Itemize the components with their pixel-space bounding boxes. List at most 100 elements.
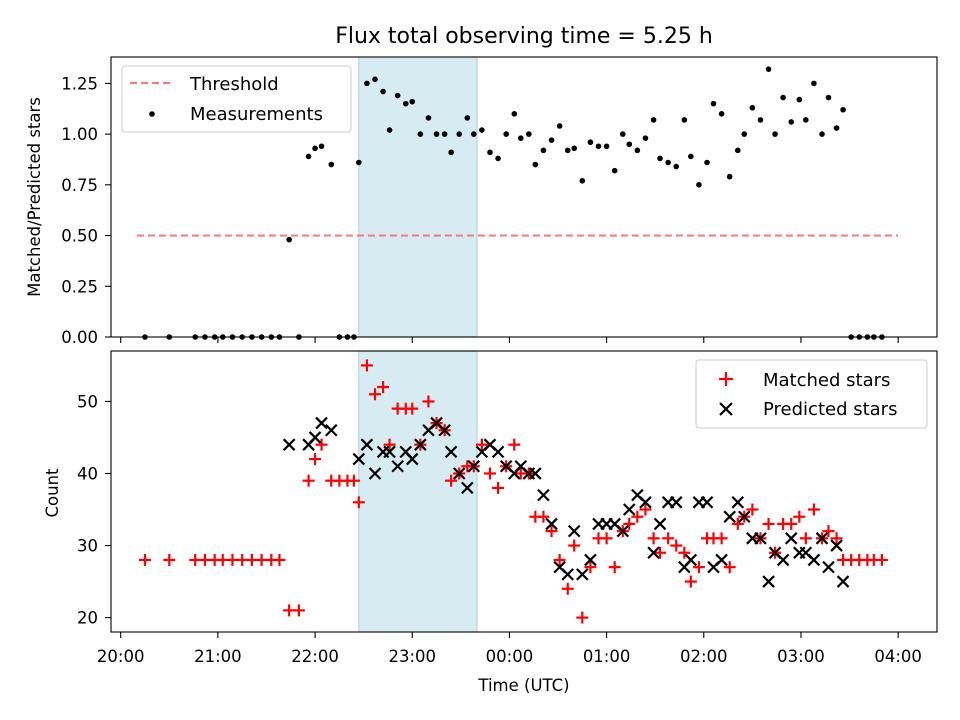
measurements-legend-marker bbox=[149, 111, 155, 117]
matched-star-point bbox=[822, 525, 835, 538]
top-y-tick-label: 1.00 bbox=[61, 125, 98, 144]
predicted-star-stroke bbox=[537, 488, 550, 502]
matched-star-point bbox=[315, 438, 328, 451]
predicted-star-stroke bbox=[731, 496, 745, 509]
predicted-star-point bbox=[308, 431, 322, 444]
bottom-legend-box bbox=[695, 359, 928, 429]
chart-title: Flux total observing time = 5.25 h bbox=[335, 24, 713, 49]
predicted-star-stroke bbox=[452, 467, 466, 480]
measurement-point bbox=[433, 131, 440, 137]
predicted-star-stroke bbox=[368, 467, 382, 480]
matched-star-point bbox=[383, 438, 396, 451]
predicted-star-point bbox=[282, 438, 296, 451]
measurement-point bbox=[328, 161, 335, 168]
x-tick-label: 22:00 bbox=[291, 647, 339, 666]
predicted-star-point bbox=[723, 510, 736, 523]
predicted-star-point bbox=[561, 568, 575, 581]
matched-star-point bbox=[445, 474, 458, 487]
matched-star-point bbox=[545, 525, 558, 538]
predicted-star-point bbox=[815, 532, 829, 545]
measurement-point bbox=[603, 143, 610, 150]
measurement-point bbox=[749, 104, 756, 111]
bottom-axes-frame bbox=[110, 350, 938, 633]
matched-star-point bbox=[360, 359, 373, 372]
measurement-point bbox=[540, 147, 547, 154]
measurement-point bbox=[673, 163, 680, 170]
predicted-stars-layer bbox=[282, 416, 850, 588]
measurement-point bbox=[704, 159, 710, 166]
measurement-point bbox=[372, 76, 378, 83]
measurement-point bbox=[650, 117, 657, 123]
measurement-point bbox=[688, 153, 694, 160]
predicted-star-stroke bbox=[737, 510, 751, 523]
measurement-point bbox=[409, 98, 416, 105]
predicted-star-stroke bbox=[807, 553, 821, 567]
predicted-star-stroke bbox=[830, 539, 843, 552]
measurement-point bbox=[734, 147, 741, 154]
predicted-star-stroke bbox=[553, 560, 566, 574]
matched-star-point bbox=[793, 510, 806, 523]
legend-threshold-label: Threshold bbox=[189, 74, 279, 95]
predicted-star-point bbox=[414, 438, 427, 451]
measurement-point bbox=[386, 127, 393, 133]
predicted-star-point bbox=[822, 560, 835, 574]
matched-star-point bbox=[508, 438, 521, 451]
measurement-point bbox=[511, 111, 518, 117]
predicted-star-stroke bbox=[491, 445, 505, 459]
predicted-star-stroke bbox=[715, 553, 728, 567]
measurement-point bbox=[487, 149, 493, 156]
bottom-y-tick-label: 40 bbox=[77, 464, 98, 483]
legend-predicted-label: Predicted stars bbox=[763, 399, 897, 420]
measurement-point bbox=[571, 145, 578, 152]
predicted-star-stroke bbox=[576, 568, 589, 581]
matched-star-point bbox=[553, 553, 566, 566]
top-y-tick-label: 0.50 bbox=[61, 227, 98, 246]
predicted-star-point bbox=[444, 445, 458, 459]
predicted-star-point bbox=[647, 546, 660, 560]
measurement-point bbox=[380, 88, 386, 95]
top-legend: Threshold Measurements bbox=[121, 65, 352, 133]
predicted-star-stroke bbox=[616, 524, 630, 538]
measurement-point bbox=[587, 139, 594, 146]
x-tick-label: 01:00 bbox=[583, 647, 631, 666]
matched-star-point bbox=[684, 575, 697, 588]
predicted-star-stroke bbox=[631, 488, 644, 502]
predicted-star-stroke bbox=[430, 416, 443, 430]
predicted-star-stroke bbox=[499, 460, 513, 473]
matched-star-point bbox=[785, 517, 798, 530]
bottom-y-tick-label: 50 bbox=[77, 392, 98, 411]
matched-star-point bbox=[723, 561, 736, 574]
predicted-legend-marker bbox=[719, 402, 733, 416]
measurement-point bbox=[796, 96, 803, 103]
predicted-star-stroke bbox=[639, 496, 652, 509]
matched-star-point bbox=[483, 467, 496, 480]
predicted-star-stroke bbox=[308, 431, 322, 444]
matched-star-point bbox=[492, 481, 505, 494]
measurement-point bbox=[619, 131, 626, 137]
x-tick-label: 21:00 bbox=[194, 647, 242, 666]
measurement-point bbox=[833, 125, 840, 131]
measurement-point bbox=[803, 117, 809, 123]
bottom-legend: Matched stars Predicted stars bbox=[695, 359, 928, 429]
predicted-star-stroke bbox=[282, 438, 296, 451]
matched-star-point bbox=[623, 517, 636, 530]
measurement-point bbox=[318, 143, 325, 150]
matched-star-point bbox=[139, 553, 152, 566]
predicted-star-point bbox=[616, 524, 630, 538]
matched-star-point bbox=[799, 532, 812, 545]
predicted-star-stroke bbox=[768, 546, 782, 560]
matched-star-point bbox=[422, 395, 435, 408]
predicted-star-stroke bbox=[399, 445, 413, 459]
matched-star-point bbox=[406, 402, 419, 415]
predicted-star-stroke bbox=[799, 546, 813, 560]
matched-star-point bbox=[347, 474, 360, 487]
predicted-star-point bbox=[360, 438, 374, 451]
predicted-star-stroke bbox=[514, 460, 528, 473]
predicted-star-stroke bbox=[467, 460, 481, 473]
predicted-star-stroke bbox=[836, 575, 850, 588]
matched-star-point bbox=[368, 388, 381, 401]
predicted-star-stroke bbox=[383, 445, 396, 459]
predicted-star-stroke bbox=[608, 517, 621, 531]
matched-star-point bbox=[608, 561, 621, 574]
measurement-point bbox=[819, 131, 825, 137]
